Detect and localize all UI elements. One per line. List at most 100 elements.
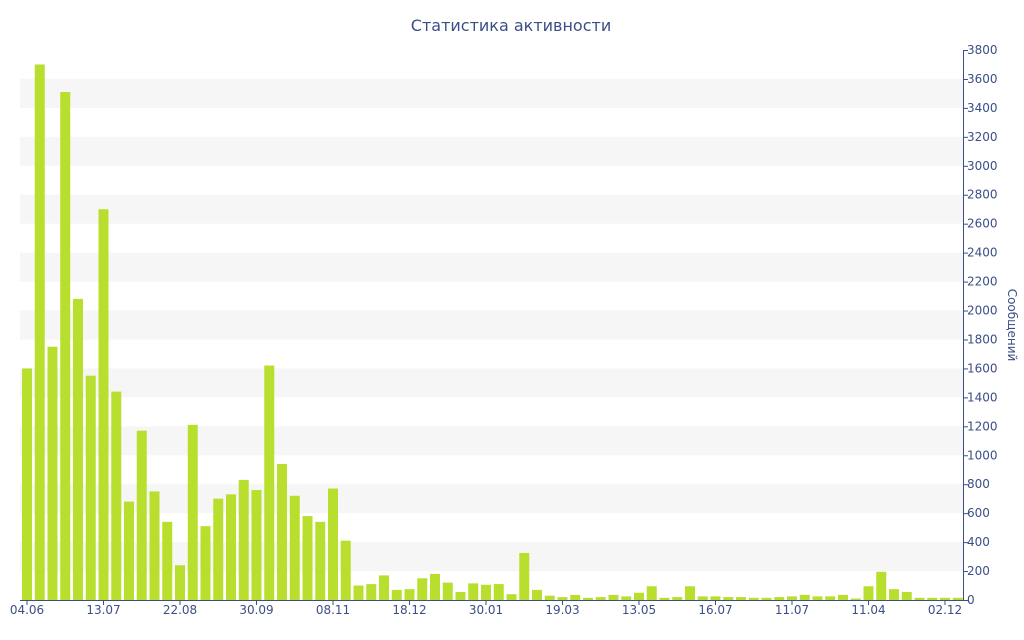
bar-72 [940,597,950,600]
bar-16 [226,494,236,600]
bar-47 [621,596,632,600]
bar-34 [455,592,466,600]
bar-0 [22,368,32,600]
bar-32 [430,573,440,600]
y-tick-label-1000: 1000 [967,448,998,462]
bar-58 [761,597,772,600]
bar-22 [302,516,313,600]
y-tick-label-800: 800 [967,477,990,491]
bar-1 [34,64,45,600]
bar-31 [417,578,428,600]
bar-62 [812,596,823,600]
x-tick-label-6: 30.01 [469,603,503,617]
x-tick-label-9: 16.07 [698,603,732,617]
bar-30 [404,589,415,600]
bar-70 [914,597,925,600]
y-tick-label-2800: 2800 [967,188,998,202]
y-tick-label-2600: 2600 [967,217,998,231]
grid-band-2 [20,426,963,456]
bar-35 [468,583,479,600]
x-tick-label-10: 11.07 [775,603,809,617]
x-tick-label-11: 11.04 [851,603,885,617]
bar-51 [672,597,683,600]
y-tick-label-3200: 3200 [967,130,998,144]
bar-3 [60,91,71,600]
y-tick-labels: 0 200 400 600 800 1000 1200 1400 1600 1800 2000 220… [963,43,998,607]
y-tick-label-3800: 3800 [967,43,998,57]
x-tick-label-0: 04.06 [10,603,44,617]
bar-42 [557,597,568,600]
bar-8 [124,501,134,600]
y-tick-label-1200: 1200 [967,419,998,433]
bar-44 [583,597,593,600]
bar-18 [251,490,262,600]
bar-71 [927,597,938,600]
bar-13 [187,424,198,600]
x-tick-label-5: 18.12 [392,603,426,617]
bar-10 [149,491,160,600]
axes-group [20,50,964,601]
bar-24 [328,488,338,600]
bar-38 [506,594,517,600]
bar-26 [353,585,364,600]
x-tick-label-12: 02.12 [928,603,962,617]
bar-14 [200,526,211,600]
grid-band-7 [20,136,963,166]
bar-27 [366,584,377,600]
x-tick-label-2: 22.08 [163,603,197,617]
bar-48 [634,592,644,600]
y-tick-label-2200: 2200 [967,275,998,289]
y-tick-label-3400: 3400 [967,101,998,115]
bar-6 [98,209,109,601]
y-tick-label-2000: 2000 [967,304,998,318]
bar-54 [710,596,721,600]
bar-57 [748,597,759,600]
y-tick-label-400: 400 [967,535,990,549]
bar-11 [162,521,173,600]
bar-69 [901,592,912,600]
bar-63 [825,596,836,600]
bar-4 [73,298,83,600]
x-tick-label-4: 08.11 [316,603,350,617]
bar-39 [519,552,530,600]
bar-21 [289,495,300,600]
bar-29 [391,589,402,600]
bar-33 [442,582,453,600]
bar-73 [952,597,963,600]
bar-53 [697,596,708,600]
bar-55 [723,597,734,600]
bar-64 [838,594,848,600]
bar-41 [544,595,555,600]
bar-36 [481,584,491,600]
grid-band-6 [20,194,963,224]
bar-9 [136,430,147,600]
bar-15 [213,498,224,600]
grid-band-8 [20,78,963,108]
bar-19 [264,365,275,600]
bar-7 [111,391,122,600]
y-tick-label-3600: 3600 [967,72,998,86]
grid-band-4 [20,310,963,340]
bar-65 [850,598,861,600]
grid-band-3 [20,368,963,398]
x-tick-label-1: 13.07 [86,603,120,617]
y-tick-label-1400: 1400 [967,390,998,404]
bar-28 [379,575,389,600]
bar-66 [863,586,874,600]
x-tick-label-7: 19.03 [545,603,579,617]
bar-23 [315,521,326,600]
bar-12 [175,565,185,600]
y-tick-label-0: 0 [967,593,975,607]
y-tick-label-3000: 3000 [967,159,998,173]
chart-title: Статистика активности [411,16,611,35]
bar-61 [799,594,810,600]
bar-40 [532,589,542,600]
bar-43 [570,594,581,600]
y-tick-label-200: 200 [967,564,990,578]
y-tick-label-2400: 2400 [967,246,998,260]
bar-2 [47,346,58,600]
bar-68 [889,589,899,600]
bar-67 [876,571,887,600]
bar-56 [736,597,746,600]
